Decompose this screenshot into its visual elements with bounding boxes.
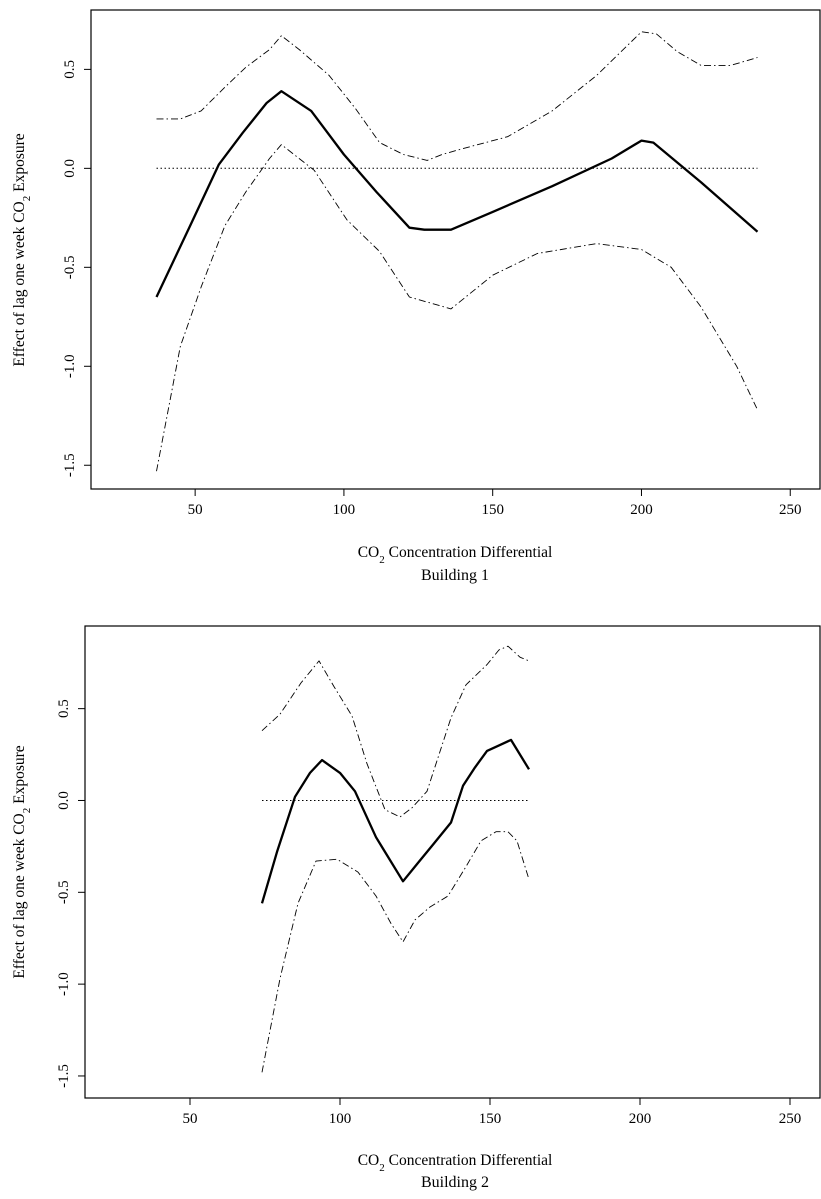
x-tick-label: 100 [329,1111,352,1127]
y-tick-label: 0.5 [62,60,78,79]
x-tick-marks: 50 100 150 200 250 [183,1098,802,1127]
y-axis-title: Effect of lag one week CO2 Exposure [11,133,33,366]
y-tick-label: -0.5 [62,255,78,279]
series-lines [155,31,759,472]
x-tick-label: 150 [479,1111,502,1127]
y-tick-label: -0.5 [56,880,72,904]
x-tick-label: 250 [779,502,802,518]
estimate-line [155,90,759,298]
y-tick-marks: -1.5 -1.0 -0.5 0.0 0.5 [62,60,91,477]
x-tick-label: 50 [183,1111,198,1127]
confidence-bound-line [156,144,758,472]
series-lines [260,645,530,1073]
x-axis-title: CO2 Concentration Differential [358,1152,553,1174]
plot-frame [84,625,821,1099]
y-tick-label: 0.5 [56,699,72,718]
x-tick-marks: 50 100 150 200 250 [188,489,802,518]
y-tick-label: 0.0 [62,159,78,178]
y-tick-label: -1.0 [62,354,78,378]
y-tick-label: -1.0 [56,972,72,996]
chart-building-1: -1.5 -1.0 -0.5 0.0 0.5 50 100 150 200 250 CO2 Co… [11,9,821,584]
chart-building-2: -1.5 -1.0 -0.5 0.0 0.5 50 100 150 200 250 CO2 Co… [11,625,821,1191]
x-tick-label: 200 [630,502,653,518]
confidence-bound-line [261,645,530,818]
plot-frame [90,9,821,490]
y-axis-title: Effect of lag one week CO2 Exposure [11,745,33,978]
chart-subtitle: Building 1 [421,567,489,584]
x-tick-label: 250 [779,1111,802,1127]
y-tick-label: -1.5 [56,1064,72,1088]
y-tick-marks: -1.5 -1.0 -0.5 0.0 0.5 [56,699,85,1088]
x-tick-label: 200 [629,1111,652,1127]
chart-subtitle: Building 2 [421,1174,489,1191]
y-tick-label: -1.5 [62,453,78,477]
confidence-bound-line [261,831,530,1073]
x-tick-label: 50 [188,502,203,518]
x-tick-label: 150 [481,502,504,518]
estimate-line [260,738,530,904]
x-tick-label: 100 [333,502,356,518]
x-axis-title: CO2 Concentration Differential [358,544,553,566]
y-tick-label: 0.0 [56,791,72,810]
confidence-bound-line [156,31,758,161]
